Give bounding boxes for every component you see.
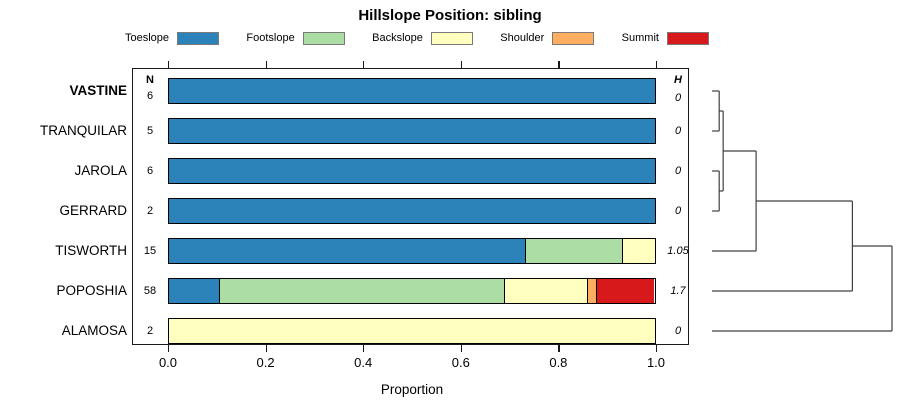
x-axis-tick-bottom	[168, 345, 170, 352]
legend-label: Shoulder	[500, 32, 545, 44]
legend-swatch-backslope	[430, 31, 473, 45]
x-axis-tick-top	[558, 61, 560, 68]
legend-label: Summit	[621, 32, 659, 44]
h-value: 0	[674, 205, 682, 217]
row-label-jarola: JAROLA	[74, 163, 127, 178]
x-axis-tick-bottom	[363, 345, 365, 352]
bar-row	[168, 78, 656, 104]
x-axis-tick-top	[265, 61, 267, 68]
legend-swatch-footslope	[302, 31, 345, 45]
bar-segment-shoulder	[587, 279, 596, 303]
legend-item-summit: Summit	[621, 31, 709, 45]
legend-label: Toeslope	[125, 32, 170, 44]
chart-title: Hillslope Position: sibling	[358, 7, 542, 24]
x-axis-tick-label: 0.6	[451, 355, 470, 370]
h-value: 0	[674, 325, 682, 337]
x-axis-tick-bottom	[265, 345, 267, 352]
row-label-tisworth: TISWORTH	[55, 243, 127, 258]
legend-item-backslope: Backslope	[372, 31, 473, 45]
bar-segment-summit	[595, 279, 655, 303]
legend-item-toeslope: Toeslope	[125, 31, 220, 45]
row-label-tranquilar: TRANQUILAR	[39, 123, 127, 138]
bar-segment-toeslope	[169, 79, 655, 103]
legend-swatch-toeslope	[177, 31, 220, 45]
bar-segment-toeslope	[169, 239, 526, 263]
legend-label: Backslope	[372, 32, 423, 44]
plot-border	[132, 68, 689, 345]
x-axis-tick-label: 0.8	[549, 355, 568, 370]
bar-row	[168, 278, 656, 304]
row-label-vastine: VASTINE	[69, 83, 127, 98]
h-value: 0	[674, 125, 682, 137]
x-axis-tick-label: 0.4	[354, 355, 373, 370]
h-column-header: H	[674, 74, 682, 86]
x-axis-tick-bottom	[656, 345, 658, 352]
x-axis-tick-top	[168, 61, 170, 68]
x-axis-tick-label: 0.0	[158, 355, 178, 370]
bar-row	[168, 198, 656, 224]
bar-row	[168, 318, 656, 344]
bar-segment-toeslope	[169, 199, 655, 223]
h-value: 1.7	[670, 285, 686, 297]
n-column-header: N	[146, 74, 154, 86]
bar-segment-backslope	[169, 319, 655, 343]
n-value: 58	[143, 285, 157, 297]
bar-segment-toeslope	[169, 119, 655, 143]
x-axis-tick-bottom	[558, 345, 560, 352]
legend-label: Footslope	[246, 32, 295, 44]
row-label-alamosa: ALAMOSA	[61, 323, 127, 338]
bar-segment-toeslope	[169, 159, 655, 183]
h-value: 0	[674, 165, 682, 177]
x-axis-tick-label: 1.0	[646, 355, 666, 370]
bar-row	[168, 238, 656, 264]
x-axis-tick-bottom	[460, 345, 463, 352]
bar-segment-backslope	[503, 279, 588, 303]
bar-segment-footslope	[219, 279, 504, 303]
h-value: 1.05	[667, 245, 689, 257]
legend-swatch-shoulder	[552, 31, 595, 45]
bar-segment-footslope	[525, 239, 623, 263]
legend-swatch-summit	[666, 31, 709, 45]
h-value: 0	[674, 92, 682, 104]
n-value: 6	[146, 90, 154, 102]
bar-segment-toeslope	[169, 279, 220, 303]
x-axis-tick-label: 0.2	[256, 355, 275, 370]
x-axis-title: Proportion	[380, 382, 444, 397]
row-label-poposhia: POPOSHIA	[56, 283, 127, 298]
x-axis-tick-top	[460, 61, 463, 68]
legend: Toeslope Footslope Backslope Shoulder Summit	[125, 30, 709, 46]
legend-item-shoulder: Shoulder	[500, 31, 595, 45]
bar-segment-backslope	[622, 239, 655, 263]
x-axis-tick-top	[656, 61, 658, 68]
x-axis-tick-top	[363, 61, 365, 68]
n-value: 15	[143, 245, 157, 257]
bar-row	[168, 118, 656, 144]
n-value: 6	[146, 165, 154, 177]
n-value: 2	[146, 325, 154, 337]
n-value: 2	[146, 205, 154, 217]
row-label-gerrard: GERRARD	[59, 203, 127, 218]
legend-item-footslope: Footslope	[246, 31, 345, 45]
n-value: 5	[146, 125, 154, 137]
bar-row	[168, 158, 656, 184]
